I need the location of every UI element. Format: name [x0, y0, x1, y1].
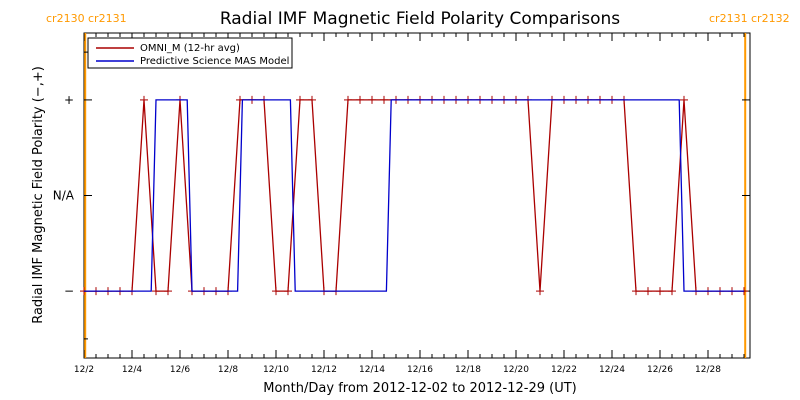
plot-area	[83, 32, 751, 359]
chart-title: Radial IMF Magnetic Field Polarity Compa…	[220, 9, 620, 29]
carrington-label-left-start: cr2130	[46, 12, 85, 25]
x-tick-label: 12/14	[359, 365, 385, 375]
carrington-boundary-lines	[84, 33, 747, 358]
data-point-marker	[296, 95, 304, 104]
carrington-label-left-end: cr2131	[88, 12, 127, 25]
data-point-marker	[656, 287, 664, 296]
data-point-marker	[152, 287, 160, 296]
x-tick-label: 12/2	[74, 365, 94, 375]
x-tick-label: 12/16	[407, 365, 433, 375]
x-axis-label: Month/Day from 2012-12-02 to 2012-12-29 …	[263, 381, 576, 396]
series-line-omni	[84, 99, 744, 292]
legend-box	[87, 37, 293, 69]
x-tick-label: 12/24	[599, 365, 625, 375]
data-point-marker	[536, 287, 544, 296]
x-tick-label: 12/6	[170, 365, 190, 375]
data-point-marker	[380, 95, 388, 104]
data-point-marker	[164, 287, 172, 296]
x-tick-label: 12/22	[551, 365, 577, 375]
data-point-marker	[680, 95, 688, 104]
data-point-marker	[632, 287, 640, 296]
legend: OMNI_M (12-hr avg) Predictive Science MA…	[87, 37, 293, 69]
y-axis-label: Radial IMF Magnetic Field Polarity (−,+)	[31, 66, 46, 324]
data-point-marker	[644, 287, 652, 296]
data-point-marker	[356, 95, 364, 104]
series-layer	[80, 95, 748, 296]
data-point-marker	[308, 95, 316, 104]
x-tick-label: 12/28	[695, 365, 721, 375]
data-point-marker	[344, 95, 352, 104]
x-tick-label: 12/12	[311, 365, 337, 375]
data-point-marker	[668, 287, 676, 296]
x-tick-label: 12/18	[455, 365, 481, 375]
x-tick-label: 12/8	[218, 365, 238, 375]
series-line-mas	[84, 99, 744, 292]
x-tick-label: 12/10	[263, 365, 289, 375]
y-tick-label: +	[64, 93, 74, 107]
data-point-marker	[368, 95, 376, 104]
data-point-marker	[272, 287, 280, 296]
x-axis-ticks: 12/2 12/4 12/6 12/8 12/10 12/12 12/14 12/16 12/1…	[74, 33, 745, 375]
x-tick-label: 12/4	[122, 365, 142, 375]
carrington-label-right-start: cr2131	[709, 12, 748, 25]
x-tick-label: 12/20	[503, 365, 529, 375]
legend-label-mas: Predictive Science MAS Model	[140, 56, 289, 67]
legend-label-omni: OMNI_M (12-hr avg)	[140, 43, 240, 54]
data-point-marker	[284, 287, 292, 296]
y-tick-label: −	[64, 284, 74, 298]
y-tick-label: N/A	[53, 189, 75, 203]
x-tick-label: 12/26	[647, 365, 673, 375]
data-point-marker	[140, 95, 148, 104]
y-axis-ticks: − N/A +	[53, 51, 750, 340]
carrington-label-right-end: cr2132	[751, 12, 790, 25]
